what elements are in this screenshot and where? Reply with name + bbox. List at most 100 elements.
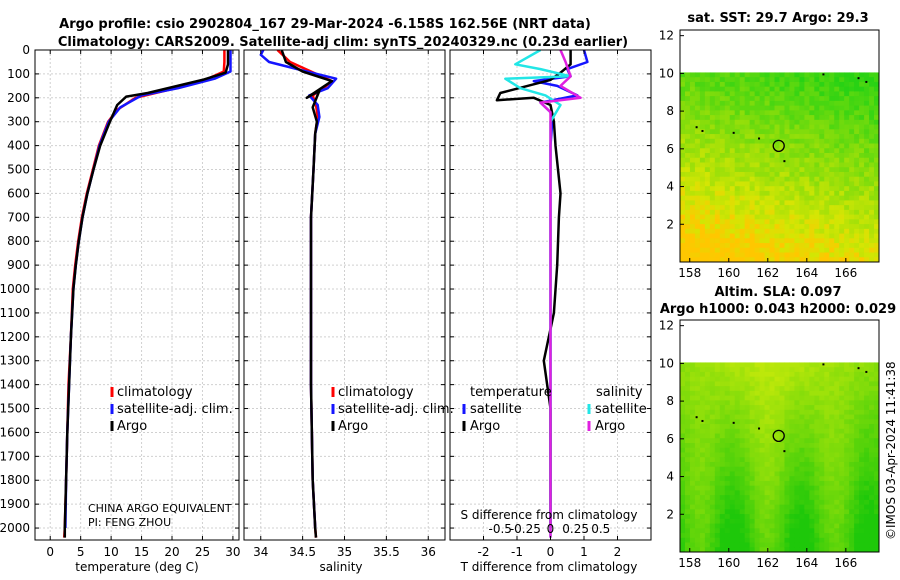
float-marker [772,139,785,152]
map-cell [829,381,835,387]
map-cell [864,134,870,140]
map-cell [764,190,771,197]
map-cell [754,247,761,254]
map-cell [739,518,746,525]
map-cell [689,81,696,88]
map-cell [799,200,805,206]
map-cell [724,171,731,178]
map-cell [809,537,815,544]
map-cell [769,167,776,173]
map-cell [779,219,786,225]
map-cell [769,414,776,420]
map-cell [799,105,805,111]
map-cell [699,81,706,88]
map-cell [824,86,830,92]
map-cell [829,409,835,416]
map-cell [864,77,870,83]
map-cell [684,433,691,439]
map-cell [719,233,726,239]
map-cell [814,428,820,435]
map-cell [809,81,815,88]
map-cell [799,424,805,430]
map-cell [724,428,731,435]
map-cell [689,257,696,262]
map-cell [769,471,776,477]
map-cell [804,214,810,220]
map-cell [764,171,771,178]
map-cell [789,414,796,420]
map-cell [819,195,825,201]
map-cell [829,438,835,444]
map-cell [864,243,870,249]
sst-map-title: sat. SST: 29.7 Argo: 29.3 [687,11,868,26]
map-cell [804,471,810,477]
map-cell [789,457,796,463]
map-cell [719,115,726,121]
map-cell [694,371,701,378]
map-cell [809,100,815,107]
map-cell [829,148,835,154]
map-cell [854,367,860,373]
map-cell [704,457,711,463]
map-x-tick-label: 166 [834,266,857,280]
map-cell [824,134,830,140]
map-cell [814,100,820,107]
map-cell [839,438,845,444]
map-cell [859,518,865,525]
map-cell [764,428,771,435]
map-cell [839,476,845,482]
map-cell [709,537,716,544]
map-cell [714,181,721,187]
map-cell [759,167,766,173]
map-cell [834,480,840,487]
map-cell [829,190,835,197]
map-cell [694,205,701,211]
map-cell [804,514,810,520]
map-cell [774,195,781,201]
map-cell [794,424,800,430]
map-cell [719,499,726,506]
map-cell [854,77,860,83]
map-cell [769,509,776,515]
map-cell [724,252,731,258]
map-cell [834,247,840,254]
map-cell [829,523,835,529]
x2-tick-label: -0.5 [489,522,512,536]
map-cell [694,176,701,183]
map-cell [849,190,855,197]
map-cell [814,395,820,401]
map-cell [769,533,776,539]
map-cell [694,381,701,387]
map-cell [844,243,850,249]
map-cell [804,162,810,168]
map-cell [699,405,706,411]
map-cell [779,110,786,116]
map-cell [779,424,786,430]
map-cell [744,243,751,249]
map-cell [874,148,879,154]
map-cell [869,414,875,420]
map-cell [789,490,796,496]
map-cell [864,171,870,178]
map-cell [689,499,696,506]
map-cell [769,171,776,178]
map-cell [814,452,820,458]
map-cell [699,480,706,487]
map-cell [764,424,771,430]
map-cell [774,129,781,135]
map-cell [689,528,696,534]
map-cell [754,447,761,454]
map-cell [680,400,686,406]
map-cell [844,238,850,244]
map-cell [784,419,791,425]
map-cell [734,115,741,121]
map-cell [874,157,879,164]
map-cell [684,91,691,97]
map-cell [714,91,721,97]
map-cell [829,238,835,244]
map-cell [829,195,835,201]
map-cell [859,433,865,439]
map-cell [709,119,716,126]
map-cell [869,228,875,235]
map-cell [699,409,706,416]
